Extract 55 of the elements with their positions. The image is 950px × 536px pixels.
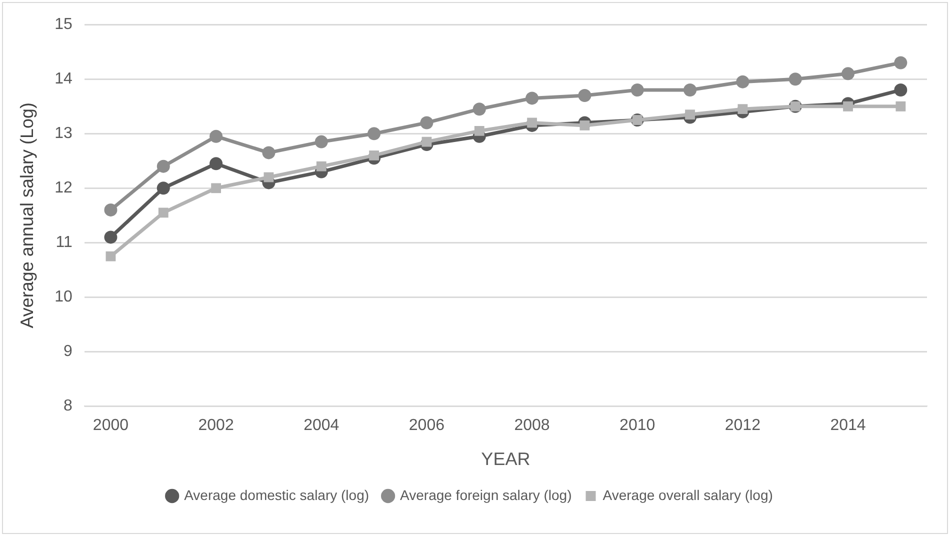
point — [314, 135, 328, 148]
point — [474, 126, 484, 136]
point — [316, 161, 326, 172]
y-tick-label: 9 — [63, 343, 72, 360]
point — [738, 104, 748, 114]
x-tick-label: 2002 — [198, 417, 234, 434]
x-axis-title: YEAR — [481, 449, 530, 470]
point — [158, 208, 168, 218]
y-tick-label: 8 — [63, 398, 72, 415]
point — [685, 110, 695, 120]
point — [788, 72, 802, 86]
point — [104, 230, 118, 244]
point — [896, 101, 906, 112]
y-tick-label: 10 — [54, 288, 72, 306]
point — [527, 118, 537, 128]
x-tick-label: 2014 — [830, 417, 866, 434]
point — [106, 251, 116, 262]
point — [369, 150, 379, 160]
point — [368, 127, 381, 140]
point — [210, 157, 223, 170]
point — [211, 183, 222, 194]
point — [843, 101, 853, 112]
point — [420, 116, 434, 130]
point — [684, 84, 697, 97]
point — [262, 146, 276, 160]
point — [842, 67, 855, 80]
point — [422, 136, 432, 147]
y-tick-label: 14 — [54, 70, 72, 88]
point — [630, 84, 644, 97]
y-tick-label: 11 — [56, 234, 72, 252]
point — [156, 182, 170, 195]
point — [264, 172, 274, 182]
point — [472, 102, 486, 116]
legend-label: Average foreign salary (log) — [400, 486, 572, 503]
y-tick-label: 13 — [54, 125, 72, 142]
x-tick-label: 2006 — [408, 417, 445, 434]
y-tick-label: 15 — [54, 16, 72, 34]
point — [104, 203, 118, 216]
x-tick-label: 2004 — [304, 417, 340, 434]
point — [526, 92, 539, 105]
point — [578, 88, 592, 102]
legend-label: Average overall salary (log) — [602, 486, 773, 503]
point — [210, 130, 223, 143]
point — [580, 120, 590, 130]
point — [736, 75, 750, 88]
point — [894, 56, 908, 70]
x-tick-label: 2012 — [724, 417, 761, 434]
point — [156, 160, 170, 173]
legend-label: Average domestic salary (log) — [184, 486, 370, 503]
y-tick-label: 12 — [54, 180, 72, 197]
x-tick-label: 2000 — [92, 417, 129, 434]
x-tick-label: 2010 — [620, 417, 656, 434]
point — [894, 84, 908, 97]
x-tick-label: 2008 — [514, 417, 550, 434]
y-axis-title: Average annual salary (Log) — [16, 102, 37, 328]
